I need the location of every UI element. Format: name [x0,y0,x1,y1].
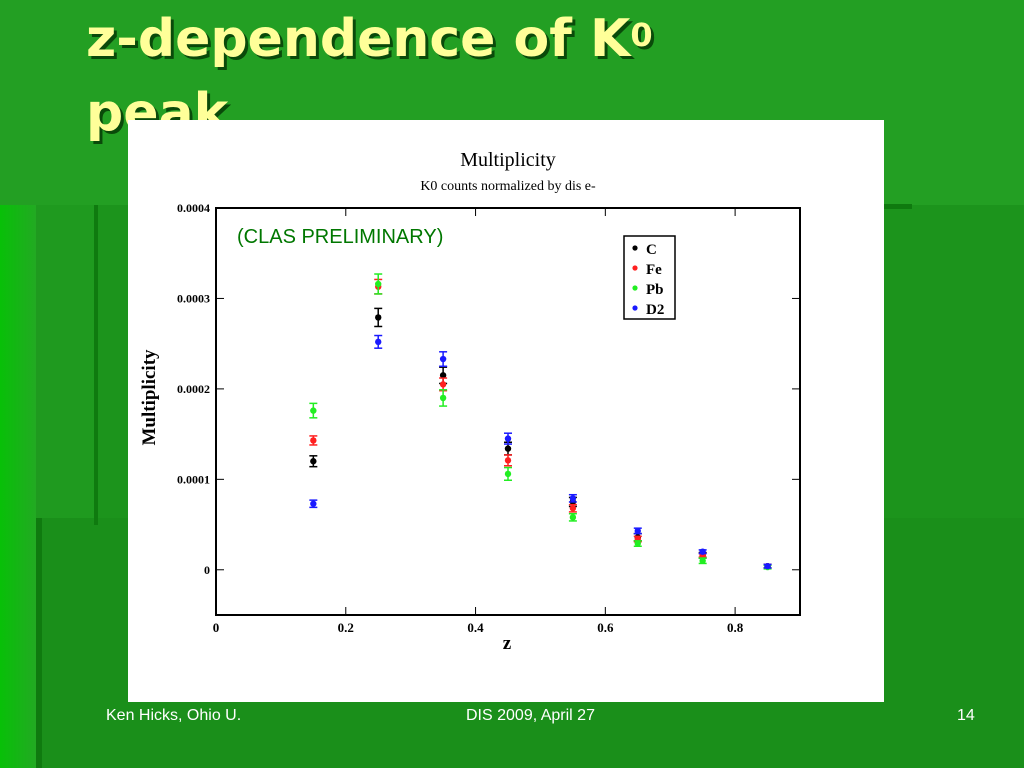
background-divider-lower [36,518,42,768]
x-tick-label: 0.2 [338,620,354,635]
data-point-c [504,445,512,452]
x-tick-label: 0.8 [727,620,744,635]
data-point-c [375,314,382,321]
background-divider [94,205,98,525]
y-axis-label: Multiplicity [139,349,160,446]
x-tick-label: 0.6 [597,620,614,635]
data-point-pb [310,407,317,414]
slide-title: z-dependence of K0 peak [86,2,886,150]
data-point-d2 [764,562,771,570]
data-point-d2 [699,548,706,555]
data-point-d2 [439,355,447,363]
x-tick-label: 0.4 [467,620,484,635]
background-left-strip [0,205,36,768]
preliminary-annotation: (CLAS PRELIMINARY) [237,226,443,248]
plot-frame [215,207,801,616]
data-point-c [310,458,317,465]
legend-label-fe: Fe [646,262,662,278]
y-tick-label: 0 [204,563,210,577]
chart-subtitle: K0 counts normalized by dis e- [420,179,596,194]
data-point-fe [504,457,512,464]
data-point-d2 [569,495,577,502]
x-tick-label: 0 [213,620,220,635]
y-tick-label: 0.0001 [177,472,210,486]
legend-label-pb: Pb [646,282,664,298]
x-axis-label: z [503,633,512,654]
legend-box [623,235,676,320]
data-point-pb [439,394,447,402]
slide-title-main: z-dependence of K [86,9,631,69]
data-point-pb [504,470,512,478]
data-point-c [439,372,447,379]
legend-marker-pb [632,285,638,291]
background-divider-top [860,204,912,209]
data-point-pb [634,540,641,547]
multiplicity-chart: Multiplicity K0 counts normalized by dis … [139,149,801,654]
chart-panel: Multiplicity K0 counts normalized by dis … [128,120,884,702]
slide-title-superscript: 0 [630,16,653,54]
y-tick-label: 0.0002 [177,382,210,396]
legend-marker-c [632,245,638,251]
data-point-fe [310,437,317,444]
legend-label-c: C [646,242,657,258]
data-point-d2 [634,527,641,535]
legend-marker-d2 [632,305,638,311]
data-point-d2 [375,338,382,346]
data-point-fe [569,505,577,512]
chart-title: Multiplicity [460,149,556,171]
data-point-d2 [504,435,512,442]
y-tick-label: 0.0004 [177,201,210,215]
data-point-d2 [310,500,317,507]
data-point-fe [439,381,447,388]
data-point-pb [569,514,577,521]
legend-label-d2: D2 [646,302,664,318]
footer-author: Ken Hicks, Ohio U. [106,707,242,724]
data-point-pb [699,557,706,564]
y-tick-label: 0.0003 [177,291,210,305]
legend-marker-fe [632,265,638,271]
data-point-pb [375,280,382,288]
footer-page-number: 14 [957,707,975,724]
footer-event: DIS 2009, April 27 [466,707,595,724]
